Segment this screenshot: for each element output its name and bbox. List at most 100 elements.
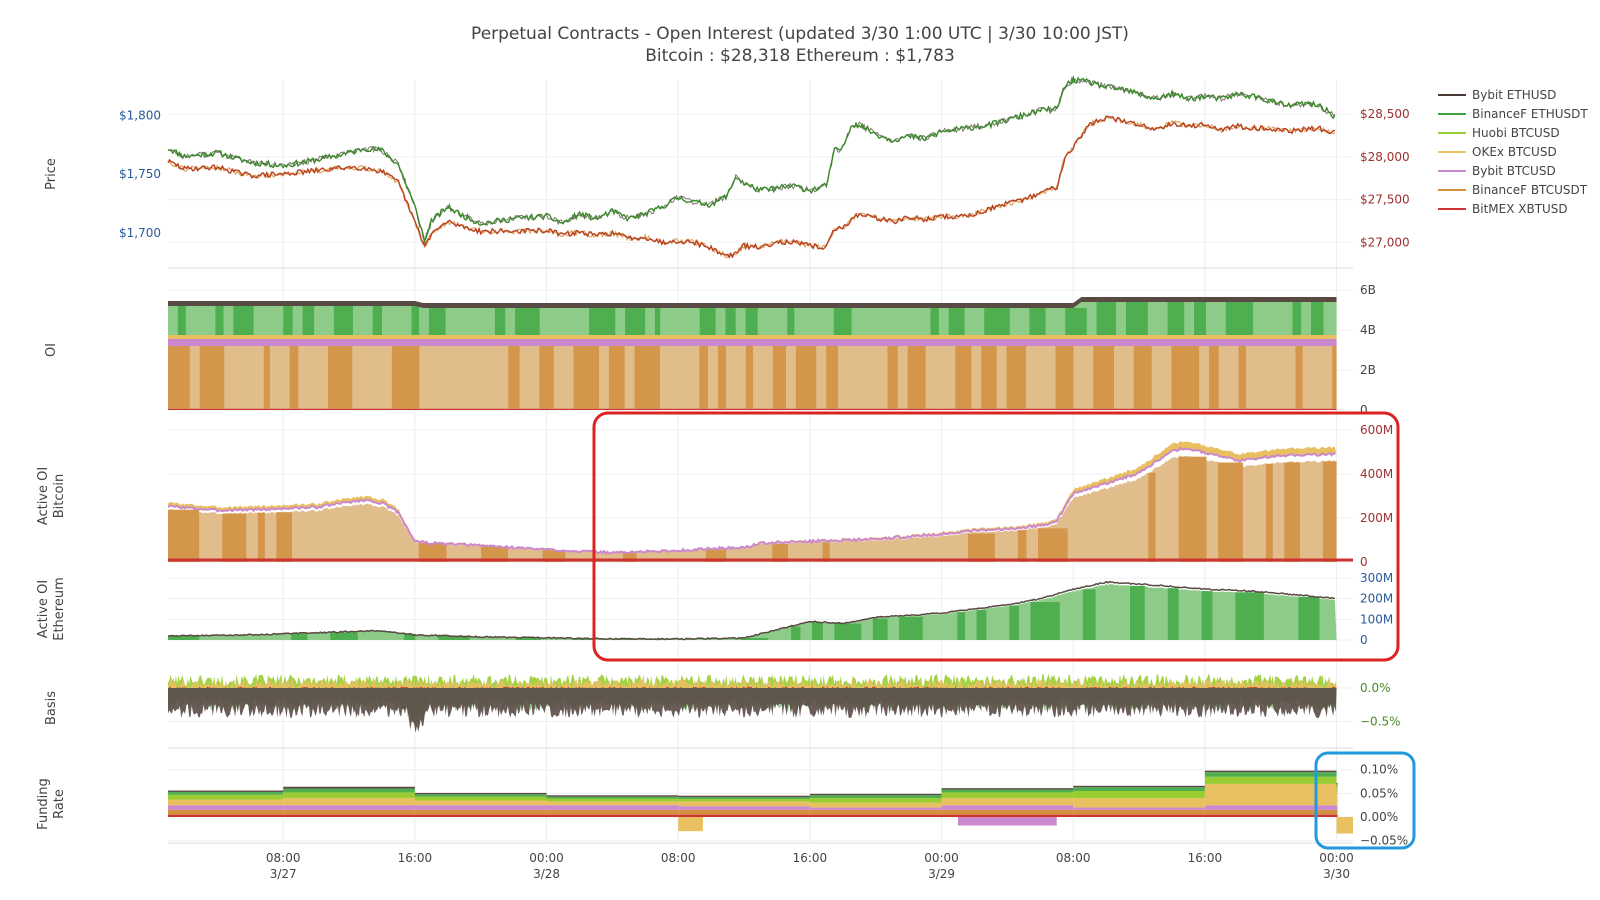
active_eth-stripe bbox=[330, 632, 358, 640]
oi-stripe-binancef-btc bbox=[168, 346, 190, 409]
active_btc-right-tick-0: 600M bbox=[1360, 423, 1393, 437]
funding-band-bybit-btc bbox=[168, 805, 284, 810]
oi-stripe-binancef-btc bbox=[745, 346, 754, 409]
legend-label-3: OKEx BTCUSD bbox=[1472, 145, 1557, 159]
oi-stripe-binancef-btc bbox=[717, 346, 727, 409]
funding-band-huobi bbox=[1073, 791, 1205, 799]
oi-stripe-binancef-btc bbox=[772, 346, 787, 409]
oi-stripe-binancef-btc bbox=[1006, 346, 1026, 409]
funding-band-bybit-eth bbox=[678, 795, 810, 798]
oi-stripe-binancef-btc bbox=[608, 346, 625, 409]
funding-band-bybit-eth bbox=[1336, 782, 1338, 785]
panel-active_eth: Active OI Ethereum 300M 200M 100M 0 bbox=[36, 571, 1393, 647]
funding-band-bybit-btc bbox=[414, 805, 547, 810]
oi-stripe-binancef-btc bbox=[1133, 346, 1152, 409]
funding-negative-okex bbox=[678, 817, 703, 832]
funding-band-okex bbox=[414, 800, 547, 806]
oi-stripe-binancef-btc bbox=[1055, 346, 1074, 409]
price-axis-label-0: Price bbox=[44, 158, 59, 190]
x-tick-label-5: 00:00 bbox=[924, 851, 959, 865]
active_btc-stripe bbox=[1322, 461, 1337, 562]
funding-band-huobi bbox=[941, 792, 1074, 799]
funding-band-bitmex bbox=[414, 814, 547, 817]
oi-stripe-binancef-btc bbox=[981, 346, 997, 409]
price-left-tick-2: $1,700 bbox=[119, 226, 161, 240]
oi-stripe-binancef-eth bbox=[589, 308, 616, 335]
funding-band-okex bbox=[168, 799, 284, 806]
oi-stripe-binancef-btc bbox=[887, 346, 898, 409]
active_btc-right-tick-1: 400M bbox=[1360, 467, 1393, 481]
active_eth-stripe bbox=[1235, 592, 1264, 640]
funding-band-binancef-btc bbox=[283, 809, 415, 815]
legend-label-6: BitMEX XBTUSD bbox=[1472, 202, 1568, 216]
oi-stripe-binancef-btc bbox=[1171, 346, 1200, 409]
oi-stripe-binancef-btc bbox=[826, 346, 839, 409]
funding-band-bybit-btc bbox=[941, 805, 1074, 810]
active_eth-stripe bbox=[834, 623, 862, 640]
annotation-red-box bbox=[592, 411, 1400, 662]
x-tick-label-6: 08:00 bbox=[1056, 851, 1091, 865]
active_btc-stripe bbox=[772, 544, 788, 562]
panel-basis: Basis 0.0% −0.5% bbox=[44, 674, 1401, 749]
active_eth-stripe bbox=[811, 622, 823, 640]
active_btc-stripe bbox=[1178, 456, 1207, 562]
funding-band-bybit-btc bbox=[546, 805, 679, 810]
funding-band-huobi bbox=[678, 799, 810, 802]
funding-band-huobi bbox=[168, 794, 284, 800]
funding-negative-bybit bbox=[958, 817, 1057, 826]
funding-band-bybit-eth bbox=[546, 795, 679, 797]
active_btc-axis-label-1: Bitcoin bbox=[52, 474, 67, 519]
price-right-tick-2: $27,500 bbox=[1360, 193, 1410, 207]
funding-axis-label-0: Funding bbox=[36, 778, 51, 830]
x-tick-label-3: 08:00 bbox=[661, 851, 696, 865]
oi-band-okex bbox=[168, 335, 1337, 339]
oi-stripe-binancef-eth bbox=[372, 306, 382, 335]
funding-band-huobi bbox=[809, 798, 942, 803]
funding-band-binancef-btc bbox=[941, 809, 1074, 815]
active_eth-stripe bbox=[899, 616, 923, 640]
funding-negative-latest bbox=[1336, 817, 1353, 834]
legend-label-2: Huobi BTCUSD bbox=[1472, 126, 1560, 140]
oi-stripe-binancef-eth bbox=[930, 308, 939, 335]
active_btc-stripe bbox=[1017, 530, 1027, 562]
funding-band-okex bbox=[1204, 783, 1337, 806]
funding-band-okex bbox=[283, 798, 415, 806]
oi-stripe-binancef-eth bbox=[699, 308, 716, 335]
active-eth-bybit-line bbox=[167, 580, 1336, 641]
chart-panels: Price $28,500 $28,000 $27,500 $27,000 $1,800 $… bbox=[36, 74, 1410, 848]
oi-stripe-binancef-btc bbox=[955, 346, 972, 409]
annotation-blue-box bbox=[1314, 751, 1416, 850]
series-line-bybit-ethusd bbox=[167, 76, 1336, 244]
funding-band-huobi bbox=[414, 796, 547, 801]
active_eth-stripe bbox=[1130, 585, 1145, 640]
active_eth-stripe bbox=[976, 609, 987, 640]
oi-stripe-binancef-eth bbox=[984, 308, 1010, 335]
price-left-tick-1: $1,750 bbox=[119, 167, 161, 181]
funding-band-binancef-eth bbox=[414, 794, 547, 797]
oi-stripe-binancef-eth bbox=[411, 306, 420, 335]
basis-axis-label-0: Basis bbox=[44, 691, 59, 725]
active_btc-stripe bbox=[1037, 528, 1068, 562]
oi-stripe-binancef-eth bbox=[515, 308, 540, 335]
price-right-tick-0: $28,500 bbox=[1360, 107, 1410, 121]
funding-band-bitmex bbox=[546, 814, 679, 817]
funding-band-binancef-btc bbox=[546, 809, 679, 815]
active_eth-right-tick-2: 100M bbox=[1360, 612, 1393, 626]
oi-stripe-binancef-eth bbox=[333, 306, 353, 335]
oi-right-tick-0: 6B bbox=[1360, 283, 1376, 297]
oi-stripe-binancef-eth bbox=[833, 308, 852, 335]
oi-right-tick-1: 4B bbox=[1360, 323, 1376, 337]
funding-band-bitmex bbox=[941, 814, 1074, 817]
oi-stripe-binancef-eth bbox=[1125, 302, 1148, 335]
active_btc-stripe bbox=[481, 546, 509, 562]
oi-stripe-binancef-eth bbox=[177, 306, 186, 335]
active_eth-stripe bbox=[438, 635, 470, 640]
oi-stripe-binancef-eth bbox=[948, 308, 965, 335]
price-right-tick-1: $28,000 bbox=[1360, 150, 1410, 164]
chart-title: Perpetual Contracts - Open Interest (upd… bbox=[471, 24, 1129, 44]
oi-stripe-binancef-btc bbox=[508, 346, 520, 409]
funding-band-bybit-btc bbox=[1073, 807, 1205, 810]
active_eth-stripe bbox=[403, 633, 416, 640]
oi-stripe-binancef-eth bbox=[654, 308, 661, 335]
oi-stripe-binancef-eth bbox=[725, 308, 736, 335]
